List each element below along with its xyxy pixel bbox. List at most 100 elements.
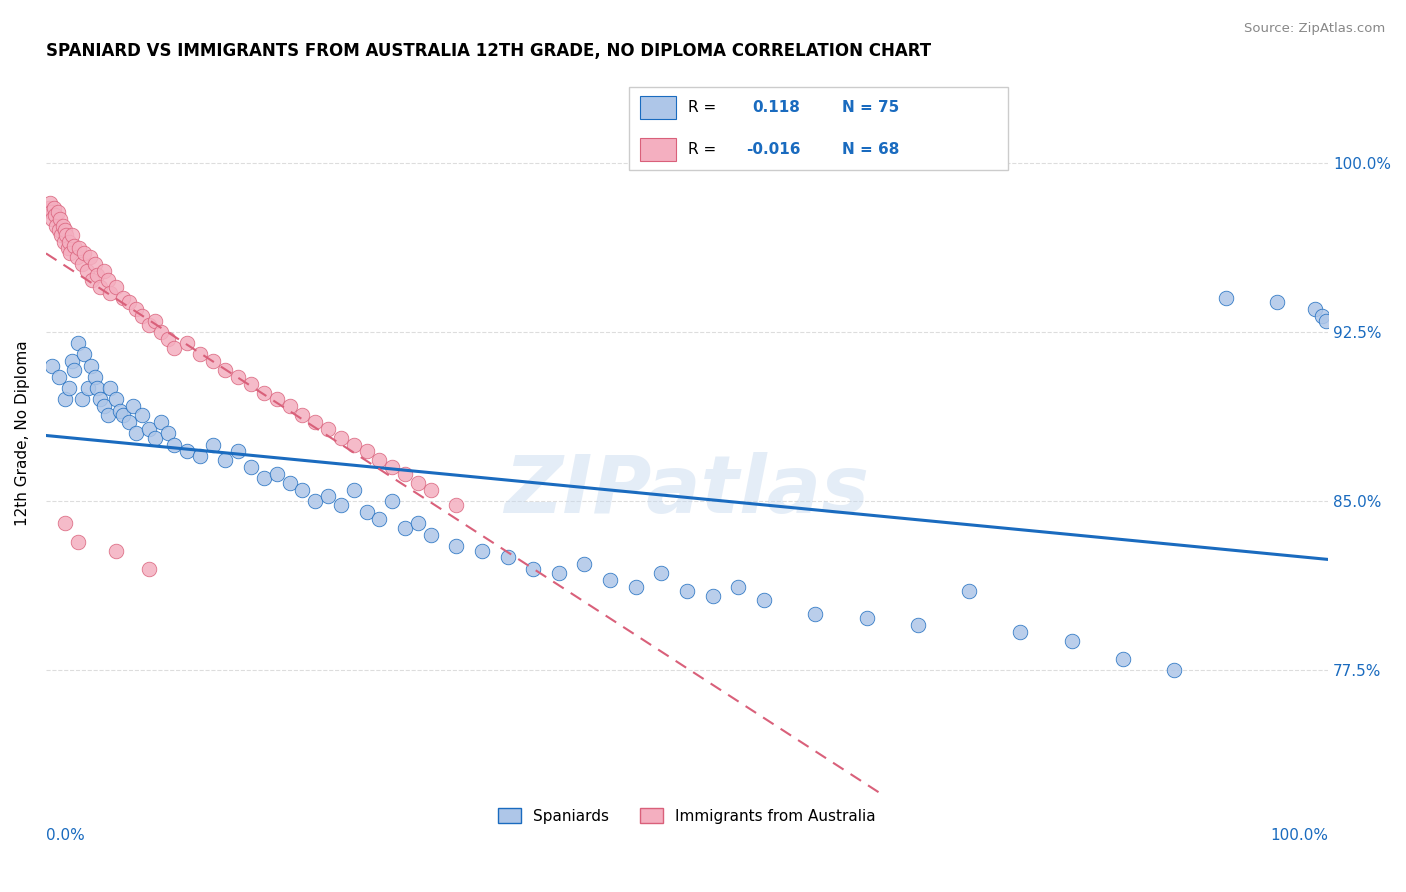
Point bbox=[125, 426, 148, 441]
Point bbox=[381, 460, 404, 475]
Point bbox=[41, 359, 63, 373]
Point bbox=[907, 618, 929, 632]
Text: R =: R = bbox=[689, 100, 717, 115]
Point bbox=[53, 392, 76, 407]
Point bbox=[266, 467, 288, 481]
Point bbox=[44, 207, 66, 221]
Point bbox=[150, 325, 173, 339]
Point bbox=[201, 354, 224, 368]
Point bbox=[138, 422, 160, 436]
Point bbox=[89, 279, 111, 293]
Point bbox=[855, 611, 877, 625]
Point bbox=[1060, 633, 1083, 648]
Point bbox=[419, 528, 441, 542]
Point bbox=[55, 227, 77, 242]
Point bbox=[253, 385, 276, 400]
Point bbox=[122, 399, 145, 413]
Point bbox=[226, 444, 249, 458]
Point bbox=[66, 534, 89, 549]
Point bbox=[38, 196, 60, 211]
Point bbox=[93, 264, 115, 278]
Point bbox=[60, 227, 83, 242]
Point bbox=[368, 453, 391, 467]
Point bbox=[650, 566, 672, 580]
Point bbox=[70, 257, 93, 271]
Text: -0.016: -0.016 bbox=[747, 142, 800, 157]
Point bbox=[574, 557, 596, 571]
Point bbox=[63, 363, 86, 377]
Point bbox=[105, 392, 128, 407]
Point bbox=[163, 341, 186, 355]
Point bbox=[111, 291, 134, 305]
Point bbox=[599, 573, 621, 587]
Point bbox=[329, 499, 352, 513]
Point bbox=[394, 467, 416, 481]
Point bbox=[304, 415, 326, 429]
Point bbox=[624, 580, 647, 594]
Point bbox=[356, 444, 378, 458]
Point bbox=[56, 241, 79, 255]
Text: SPANIARD VS IMMIGRANTS FROM AUSTRALIA 12TH GRADE, NO DIPLOMA CORRELATION CHART: SPANIARD VS IMMIGRANTS FROM AUSTRALIA 12… bbox=[46, 42, 931, 60]
Point bbox=[343, 437, 366, 451]
Point bbox=[67, 241, 90, 255]
Point bbox=[291, 409, 314, 423]
Point bbox=[163, 437, 186, 451]
Point bbox=[446, 539, 468, 553]
Point bbox=[522, 561, 544, 575]
Point bbox=[1163, 663, 1185, 677]
Point bbox=[73, 245, 96, 260]
Point bbox=[76, 264, 98, 278]
Point bbox=[1305, 302, 1327, 317]
Point bbox=[1310, 309, 1333, 323]
Point bbox=[329, 431, 352, 445]
Point bbox=[49, 212, 72, 227]
Point bbox=[77, 381, 100, 395]
Point bbox=[93, 399, 115, 413]
Point bbox=[83, 257, 105, 271]
Point bbox=[118, 415, 141, 429]
Point bbox=[105, 279, 128, 293]
Point bbox=[96, 273, 118, 287]
Point bbox=[73, 347, 96, 361]
Point bbox=[496, 550, 519, 565]
Point bbox=[1215, 291, 1237, 305]
Point bbox=[110, 403, 132, 417]
Point bbox=[41, 212, 63, 227]
Point bbox=[226, 370, 249, 384]
Point bbox=[111, 409, 134, 423]
Point bbox=[48, 223, 70, 237]
Point bbox=[304, 494, 326, 508]
Point bbox=[105, 543, 128, 558]
Point bbox=[138, 561, 160, 575]
Point bbox=[316, 490, 339, 504]
Point bbox=[143, 431, 166, 445]
Point bbox=[343, 483, 366, 497]
Point bbox=[53, 223, 76, 237]
Point bbox=[45, 219, 67, 233]
Point bbox=[419, 483, 441, 497]
Point bbox=[676, 584, 699, 599]
Text: 0.0%: 0.0% bbox=[46, 828, 84, 843]
Point bbox=[52, 219, 75, 233]
Point bbox=[240, 460, 263, 475]
Point bbox=[702, 589, 724, 603]
Point bbox=[86, 381, 108, 395]
Text: 0.118: 0.118 bbox=[752, 100, 800, 115]
Point bbox=[125, 302, 148, 317]
Point bbox=[278, 475, 301, 490]
Point bbox=[118, 295, 141, 310]
Point bbox=[143, 313, 166, 327]
Point bbox=[98, 286, 121, 301]
Point bbox=[138, 318, 160, 332]
Point bbox=[150, 415, 173, 429]
Point bbox=[804, 607, 827, 621]
Point bbox=[1315, 313, 1337, 327]
Point bbox=[291, 483, 314, 497]
Point bbox=[98, 381, 121, 395]
Point bbox=[39, 205, 62, 219]
Point bbox=[381, 494, 404, 508]
Point bbox=[82, 273, 104, 287]
Point bbox=[727, 580, 749, 594]
Point bbox=[52, 235, 75, 249]
Point bbox=[201, 437, 224, 451]
